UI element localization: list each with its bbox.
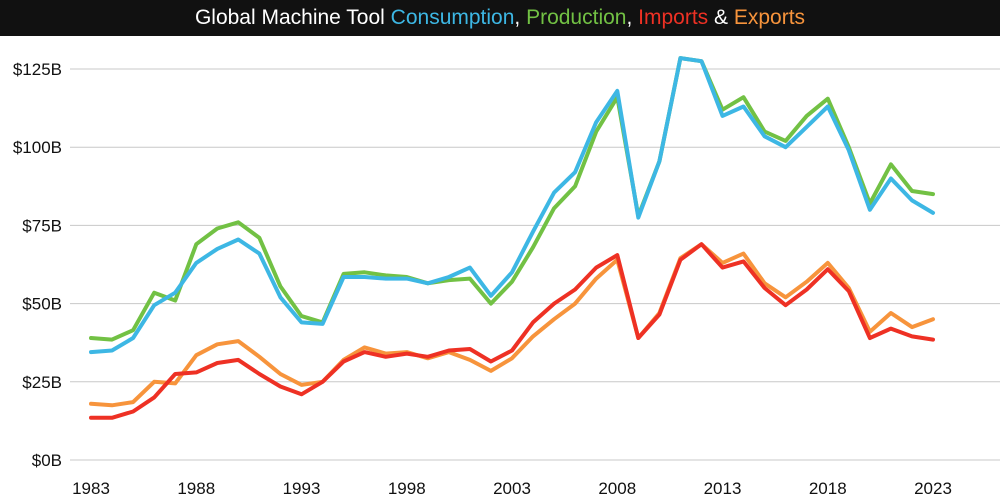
title-consumption: Consumption: [390, 6, 515, 29]
y-axis-ticks: $0B $25B $50B $75B $100B $125B: [13, 60, 62, 470]
y-tick-label: $50B: [22, 295, 62, 314]
title-exports: Exports: [733, 6, 806, 29]
x-tick-label: 1983: [72, 479, 110, 498]
series-line-imports: [89, 242, 935, 420]
title-production: Production: [526, 6, 627, 29]
series-line-consumption: [89, 56, 935, 355]
x-tick-label: 2013: [704, 479, 742, 498]
series-lines: [89, 56, 935, 420]
x-tick-label: 1993: [283, 479, 321, 498]
title-sep-1: ,: [514, 6, 527, 29]
title-imports: Imports: [638, 6, 709, 29]
y-tick-label: $75B: [22, 216, 62, 235]
y-tick-label: $0B: [32, 451, 62, 470]
gridlines: [70, 68, 1000, 461]
y-tick-label: $25B: [22, 373, 62, 392]
x-tick-label: 2003: [493, 479, 531, 498]
x-axis-ticks: 1983 1988 1993 1998 2003 2008 2013 2018 2023: [72, 479, 952, 498]
title-sep-2: ,: [626, 6, 639, 29]
chart-title: Global Machine Tool Consumption, Product…: [195, 6, 805, 30]
title-prefix: Global Machine Tool: [194, 6, 391, 29]
series-line-exports: [89, 242, 935, 408]
y-tick-label: $125B: [13, 60, 62, 79]
x-tick-label: 2018: [809, 479, 847, 498]
title-bar: Global Machine Tool Consumption, Product…: [0, 0, 1000, 36]
line-chart: $0B$25B$50B$75B$100B$125B 1983 1988 1993 19…: [13, 56, 1000, 498]
y-tick-label: $100B: [13, 138, 62, 157]
x-tick-label: 1998: [388, 479, 426, 498]
series-line-production: [89, 56, 935, 342]
title-sep-3: &: [708, 6, 734, 29]
x-tick-label: 2023: [914, 479, 952, 498]
x-tick-label: 2008: [598, 479, 636, 498]
x-tick-label: 1988: [177, 479, 215, 498]
